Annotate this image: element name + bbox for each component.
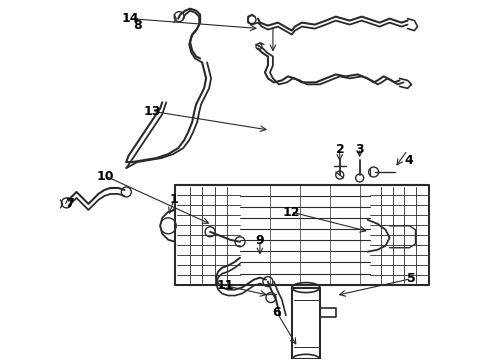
Text: 14: 14 xyxy=(122,12,139,25)
Text: 9: 9 xyxy=(255,234,264,247)
Text: 10: 10 xyxy=(97,170,115,183)
Text: 3: 3 xyxy=(356,143,364,156)
Text: 5: 5 xyxy=(407,272,416,285)
Text: 7: 7 xyxy=(65,197,74,210)
Text: 12: 12 xyxy=(283,206,300,219)
Text: 11: 11 xyxy=(217,279,234,292)
Text: 4: 4 xyxy=(404,154,413,167)
Text: 6: 6 xyxy=(272,306,281,319)
Text: 13: 13 xyxy=(144,105,161,118)
Text: 8: 8 xyxy=(133,19,142,32)
Text: 1: 1 xyxy=(170,193,178,206)
Text: 2: 2 xyxy=(336,143,344,156)
